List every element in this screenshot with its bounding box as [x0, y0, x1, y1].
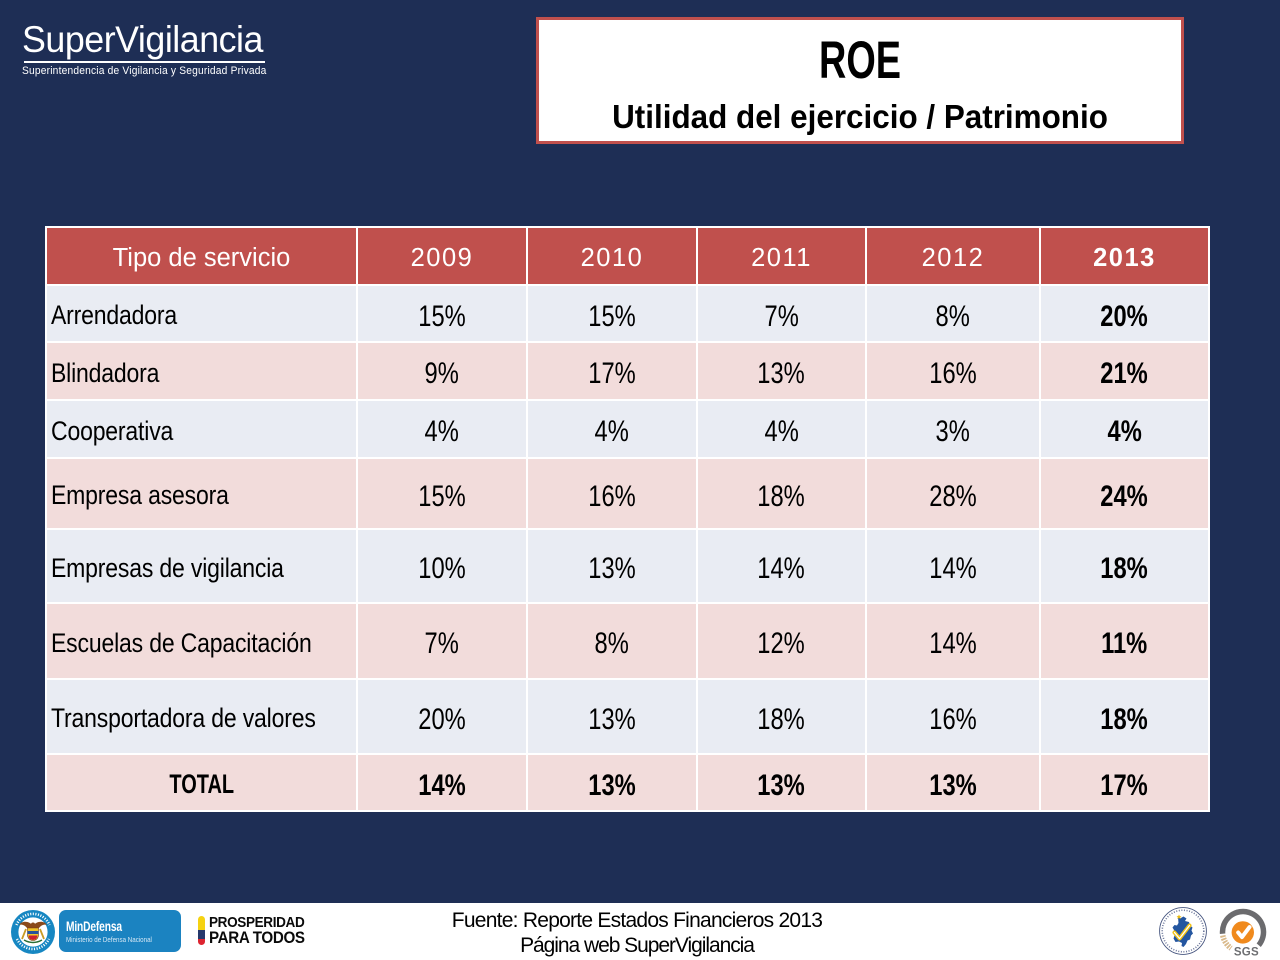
svg-text:SGS: SGS — [1234, 947, 1259, 957]
